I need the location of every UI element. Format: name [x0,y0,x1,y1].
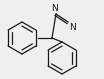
Text: N: N [52,4,58,13]
Text: N: N [70,23,76,32]
